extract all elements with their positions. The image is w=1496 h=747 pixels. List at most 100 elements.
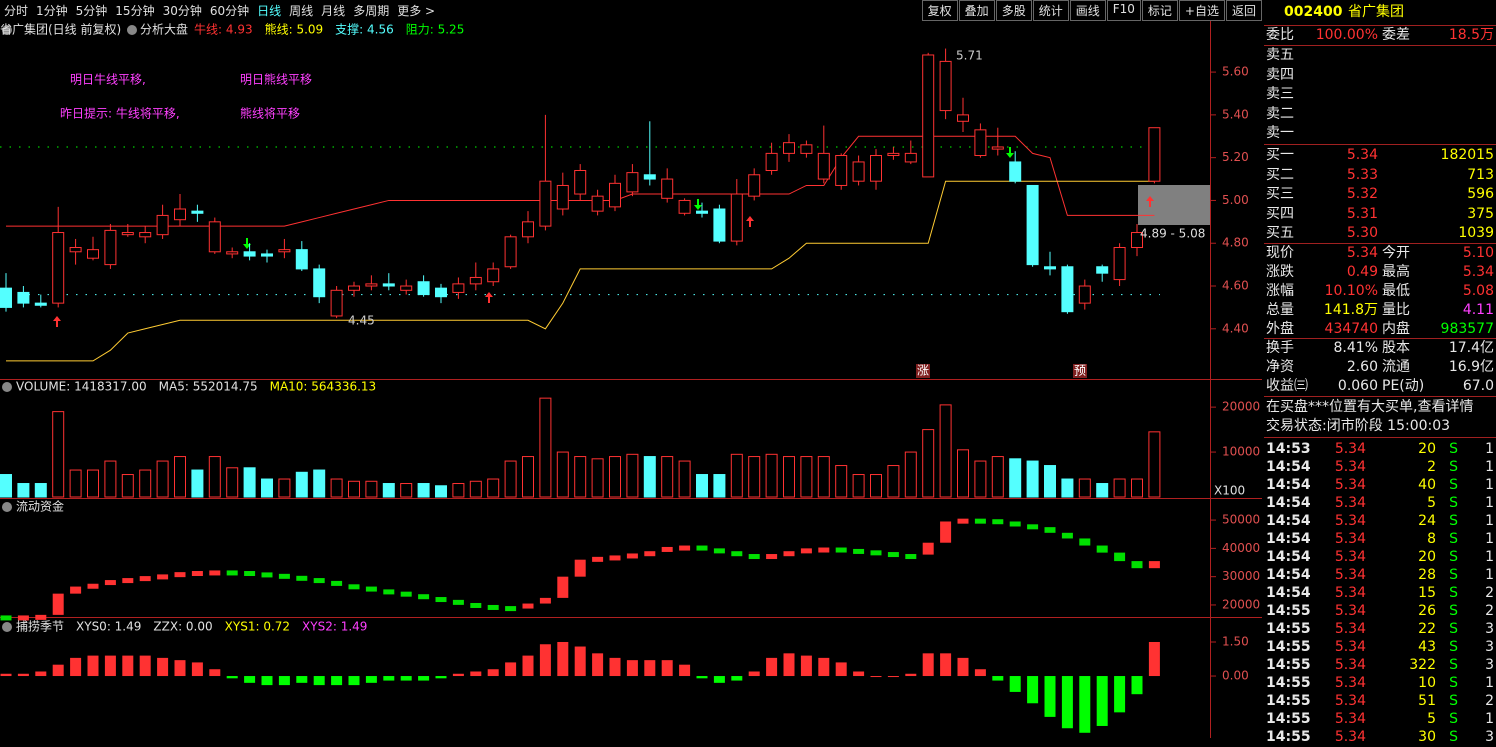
- value: 8.41%: [1333, 340, 1378, 356]
- volume-bar: [34, 483, 47, 498]
- label: 最低: [1382, 283, 1410, 299]
- period-tab[interactable]: 分时: [4, 3, 29, 18]
- tool-button[interactable]: F10: [1106, 0, 1141, 21]
- candle-body: [226, 251, 239, 255]
- volume-bar: [974, 460, 987, 498]
- time: 14:55: [1266, 603, 1311, 619]
- y-tick-label: 40000: [1222, 541, 1260, 555]
- period-tab[interactable]: 周线: [289, 3, 314, 18]
- flow-bar: [261, 572, 273, 578]
- time: 14:54: [1266, 531, 1311, 547]
- trade-row: 14:54 5.34 8 S 1: [1264, 530, 1496, 549]
- hist-bar: [331, 676, 343, 686]
- panel-title: 流动资金: [16, 499, 64, 514]
- volume-bar: [1078, 478, 1091, 498]
- hist-bar: [0, 673, 12, 677]
- volume: 322: [1409, 657, 1436, 673]
- header-icon: [2, 622, 12, 632]
- label: 涨跌: [1266, 264, 1294, 280]
- candle-body: [34, 302, 47, 306]
- y-tick-label: 4.40: [1222, 321, 1249, 335]
- stat-row: 现价 5.34 今开 5.10: [1264, 244, 1496, 263]
- candle-body: [1131, 232, 1143, 249]
- candle-body: [678, 199, 691, 214]
- period-tab[interactable]: 月线: [321, 3, 346, 18]
- period-tab[interactable]: 15分钟: [115, 3, 155, 18]
- side: S: [1449, 513, 1458, 529]
- hist-bar: [104, 655, 116, 677]
- legend-item: 阻力: 5.25: [406, 23, 465, 37]
- stat-row: 外盘 434740 内盘 983577: [1264, 320, 1496, 339]
- candle-body: [783, 142, 795, 154]
- candle-body: [504, 236, 517, 268]
- time: 14:55: [1266, 621, 1311, 637]
- candle-body: [817, 152, 830, 180]
- trade-row: 14:55 5.34 43 S 3: [1264, 638, 1496, 657]
- price: 5.34: [1334, 459, 1366, 475]
- candle-body: [0, 287, 12, 308]
- period-tab[interactable]: 更多 >: [397, 3, 436, 18]
- volume: 375: [1467, 205, 1494, 222]
- tool-button[interactable]: 统计: [1032, 0, 1069, 21]
- value: 5.10: [1462, 245, 1494, 261]
- hist-bar: [731, 676, 743, 681]
- label: 买一: [1266, 147, 1294, 163]
- flow-bar: [992, 519, 1004, 525]
- stat-row: 涨幅 10.10% 最低 5.08: [1264, 282, 1496, 301]
- price: 5.31: [1346, 205, 1378, 222]
- high-label: 5.71: [956, 49, 983, 63]
- tool-button[interactable]: 画线: [1069, 0, 1106, 21]
- volume-bar: [87, 469, 99, 498]
- flow-bar: [661, 546, 673, 552]
- tool-button[interactable]: 标记: [1141, 0, 1178, 21]
- hist-bar: [122, 655, 134, 677]
- volume-bar: [487, 478, 500, 498]
- volume-bar: [1113, 478, 1126, 498]
- hist-bar: [957, 657, 969, 677]
- volume-bar: [348, 480, 360, 498]
- y-tick-label: 10000: [1222, 445, 1260, 459]
- period-tab[interactable]: 60分钟: [209, 3, 250, 18]
- tool-button[interactable]: 复权: [921, 0, 958, 21]
- candle-body: [452, 283, 465, 293]
- volume: 5: [1427, 711, 1436, 727]
- candle-body: [852, 161, 865, 182]
- count: 1: [1485, 531, 1494, 547]
- volume-bar: [609, 456, 621, 498]
- bid-level: 买三 5.32 596: [1264, 185, 1496, 204]
- trade-row: 14:55 5.34 10 S 1: [1264, 674, 1496, 693]
- tool-button[interactable]: 叠加: [958, 0, 995, 21]
- side: S: [1449, 711, 1458, 727]
- value: 5.34: [1346, 245, 1378, 261]
- volume-bar: [852, 474, 865, 498]
- price: 5.30: [1346, 225, 1378, 241]
- trade-row: 14:55 5.34 322 S 3: [1264, 656, 1496, 675]
- trade-row: 14:54 5.34 20 S 1: [1264, 548, 1496, 567]
- volume-bar: [1026, 460, 1039, 498]
- volume-bar: [1148, 431, 1161, 498]
- side: S: [1449, 621, 1458, 637]
- y-tick-label: 20000: [1222, 400, 1260, 414]
- period-tab[interactable]: 30分钟: [162, 3, 202, 18]
- volume-bar: [261, 478, 273, 498]
- period-tab[interactable]: 日线: [257, 3, 282, 18]
- ask-level: 卖三: [1264, 85, 1496, 104]
- candle-body: [243, 251, 256, 257]
- trade-row: 14:55 5.34 5 S 1: [1264, 710, 1496, 729]
- period-tab[interactable]: 5分钟: [75, 3, 108, 18]
- separator: [1264, 338, 1496, 339]
- notice-text[interactable]: 在买盘***位置有大买单,查看详情: [1266, 399, 1474, 415]
- legend-item: 支撑: 4.56: [335, 22, 394, 37]
- flow-bar: [574, 559, 586, 577]
- tool-button[interactable]: 多股: [995, 0, 1032, 21]
- tool-button[interactable]: 返回: [1225, 0, 1262, 21]
- hist-bar: [922, 653, 934, 677]
- flow-bar: [470, 602, 482, 608]
- period-tab[interactable]: 1分钟: [36, 3, 68, 18]
- header-icon: [2, 25, 12, 35]
- candle-body: [487, 268, 500, 283]
- volume-bar: [226, 467, 239, 498]
- period-tab[interactable]: 多周期: [353, 3, 390, 18]
- tool-button[interactable]: +自选: [1178, 0, 1225, 21]
- hist-bar: [418, 676, 430, 681]
